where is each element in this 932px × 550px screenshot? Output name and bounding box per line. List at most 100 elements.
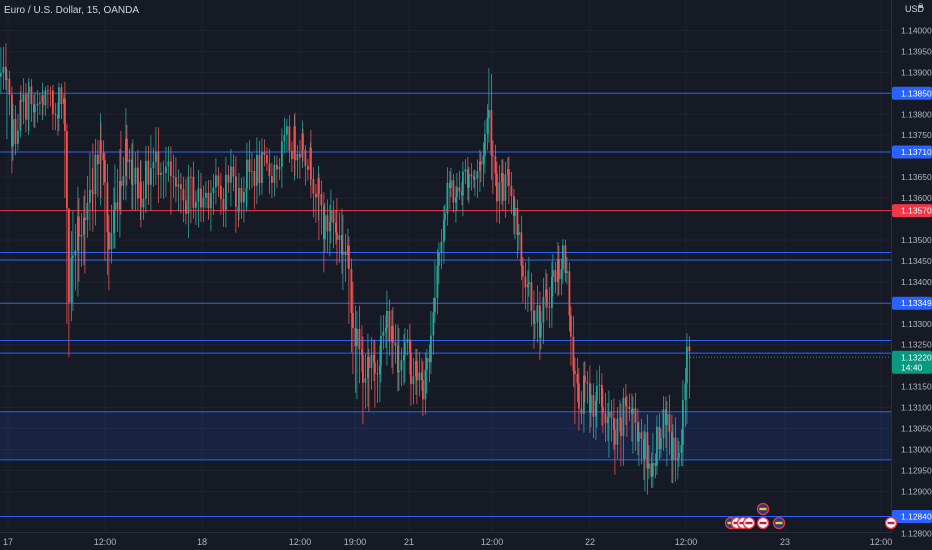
candle-body [610,411,613,419]
candle-body [418,372,421,381]
price-tick-label: 1.13950 [901,46,932,56]
level-label-box[interactable] [892,145,932,159]
candle-body [484,133,486,156]
candle-body [177,184,180,187]
candle-body [54,114,57,115]
candle-body [336,232,338,240]
candle-body [28,86,30,93]
candle-body [589,383,591,414]
candle-body [281,141,283,167]
candle-body [142,198,145,208]
candle-body [527,284,529,288]
grid [0,0,892,534]
candle-body [634,408,637,423]
candle-body [646,432,649,469]
candle-body [338,235,341,240]
candle-body [516,208,519,235]
candle-body [261,152,263,184]
candle-body [456,187,458,198]
candle-body [684,383,687,400]
candle-body [217,175,220,186]
candle-body [299,153,301,158]
candle-body [539,305,541,338]
candle-body [74,250,77,256]
currency-label[interactable]: USD [905,4,925,14]
candle-body [622,397,625,437]
level-label-box[interactable] [892,296,932,310]
candle-body [620,417,622,437]
symbol-title[interactable]: Euro / U.S. Dollar, 15, OANDA [4,5,140,16]
candle-body [416,360,418,381]
event-markers[interactable] [724,502,898,530]
candle-body [296,153,299,161]
candle-body [33,104,35,113]
candle-body [182,189,185,201]
candle-body [391,326,393,342]
candle-body [560,269,563,280]
countdown-label: 14:40 [901,362,923,372]
candle-body [488,110,490,119]
candle-body [367,356,369,379]
candle-body [132,184,134,186]
candle-body [19,100,22,131]
candle-body [652,463,654,477]
price-tick-label: 1.12950 [901,465,932,475]
candle-body [347,245,349,255]
candle-body [294,126,296,161]
candle-body [22,94,25,102]
price-tick-label: 1.13900 [901,67,932,77]
candle-body [528,282,530,285]
candle-body [310,147,312,180]
us-flag-icon[interactable] [884,516,898,530]
candle-body [446,182,449,214]
candle-body [461,191,463,196]
time-axis[interactable] [0,532,892,550]
candle-body [330,210,332,223]
candle-body [656,426,658,466]
level-label-box[interactable] [892,86,932,100]
candle-body [97,154,99,165]
candle-body [607,416,609,424]
current-price-box[interactable] [892,350,932,374]
candle-body [271,176,273,183]
candle-body [540,322,542,338]
candle-body [558,258,560,280]
candle-body [212,187,215,193]
candle-body [167,161,170,167]
candle-body [170,161,172,176]
us-flag-icon[interactable] [756,516,770,530]
candle-body [504,174,507,201]
candle-body [348,245,350,270]
level-label: 1.13349 [901,298,932,308]
candle-body [666,414,668,425]
candle-body [628,406,631,409]
eu-flag-icon[interactable] [756,502,770,516]
candle-body [246,159,248,188]
time-tick-label: 12:00 [94,537,117,547]
candle-body [106,182,109,232]
us-flag-icon[interactable] [742,516,756,530]
candle-body [266,154,268,164]
candle-body [643,438,645,459]
candle-body [215,175,217,188]
candle-body [17,130,19,144]
candle-body [140,181,142,208]
level-label-box[interactable] [892,204,932,218]
eu-flag-icon[interactable] [772,516,786,530]
candle-body [590,395,592,414]
candle-body [192,176,195,208]
candlesticks [0,43,691,495]
candle-body [373,354,375,363]
candle-body [108,231,110,250]
candle-body [476,171,479,179]
candle-body [422,379,424,400]
candle-body [678,452,680,459]
level-label-box[interactable] [892,509,932,523]
candle-body [486,118,489,134]
lock-icon[interactable]: 🔒︎ [918,0,924,11]
candle-body [392,326,394,343]
candle-body [94,154,97,195]
candle-body [342,251,344,255]
candle-body [288,126,291,152]
